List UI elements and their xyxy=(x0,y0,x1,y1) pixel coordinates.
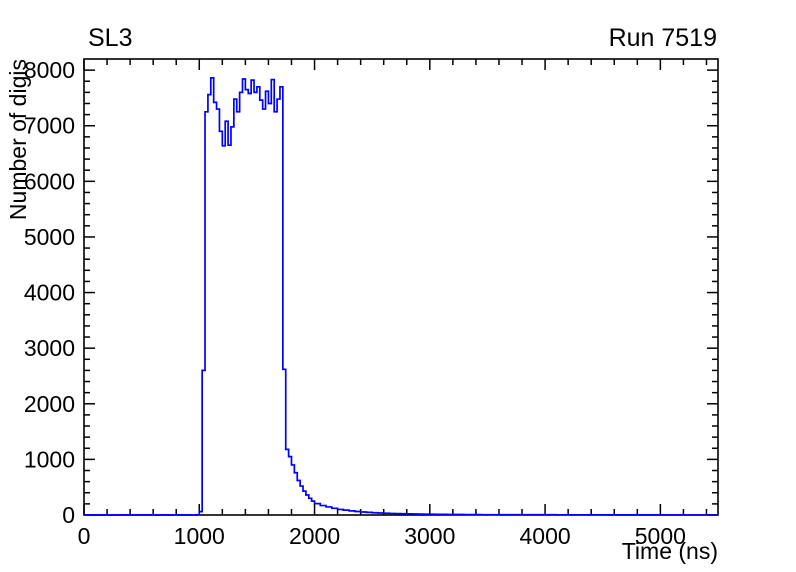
frame-rect xyxy=(83,58,719,516)
x-tick-label: 5000 xyxy=(635,523,686,549)
histogram-trace xyxy=(84,77,718,516)
y-tick-label: 2000 xyxy=(24,391,75,417)
y-tick-label: 4000 xyxy=(24,280,75,306)
y-tick-label: 8000 xyxy=(24,57,75,83)
axis-titles: Time (ns) Number of digis xyxy=(5,59,718,564)
x-axis-title: Time (ns) xyxy=(622,538,718,564)
superlayer-label: SL3 xyxy=(88,24,133,52)
axis-tick-labels: 0 1000 2000 3000 4000 5000 0 1000 2000 3000 4000 50… xyxy=(24,57,686,549)
y-axis-title: Number of digis xyxy=(5,59,31,220)
y-tick-label: 0 xyxy=(62,502,75,528)
y-tick-label: 3000 xyxy=(24,335,75,361)
x-axis-ticks xyxy=(83,59,708,515)
y-axis-ticks xyxy=(84,69,718,516)
y-tick-label: 6000 xyxy=(24,168,75,194)
x-tick-label: 3000 xyxy=(404,523,455,549)
x-tick-label: 0 xyxy=(78,523,91,549)
y-tick-label: 1000 xyxy=(24,446,75,472)
x-tick-label: 2000 xyxy=(289,523,340,549)
y-tick-label: 5000 xyxy=(24,224,75,250)
x-tick-label: 1000 xyxy=(174,523,225,549)
run-number-label: Run 7519 xyxy=(608,24,717,52)
x-tick-label: 4000 xyxy=(520,523,571,549)
histogram-line xyxy=(84,77,718,516)
y-tick-label: 7000 xyxy=(24,113,75,139)
axes-frame xyxy=(83,58,719,516)
